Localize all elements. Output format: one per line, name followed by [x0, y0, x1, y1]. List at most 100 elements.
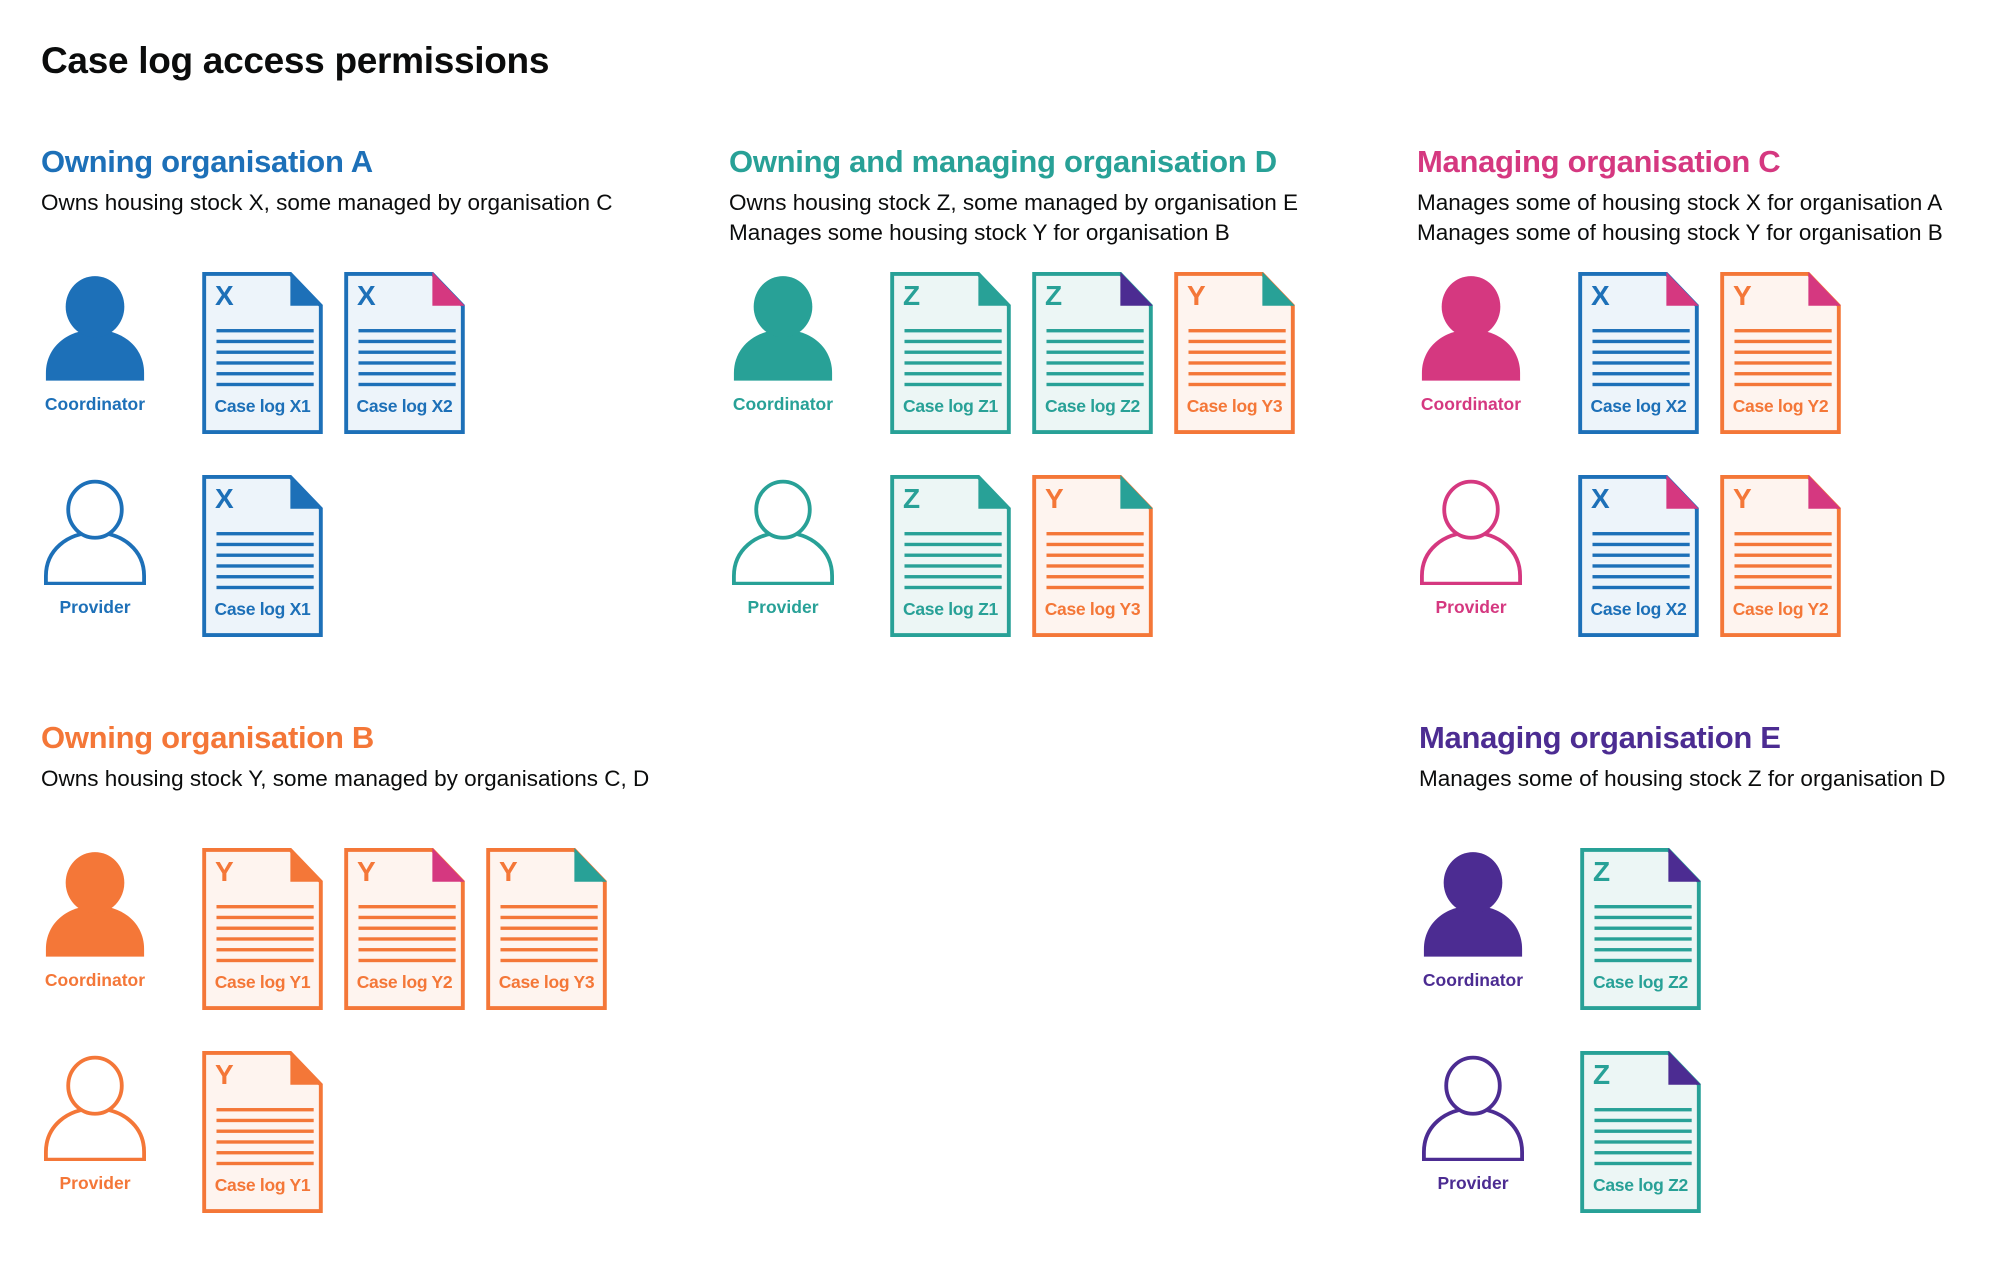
stock-letter: Y [1733, 483, 1752, 514]
case-log-label: Case log Y2 [356, 972, 453, 992]
case-log-label: Case log Y1 [214, 1175, 311, 1195]
case-log-document[interactable]: X Case log X2 [344, 272, 465, 434]
case-log-document[interactable]: Y Case log Y1 [202, 848, 323, 1010]
folded-corner [432, 272, 465, 306]
case-log-document[interactable]: Z Case log Z1 [890, 272, 1011, 434]
document-icon [202, 848, 323, 1010]
case-log-label: Case log X1 [214, 599, 311, 619]
person-filled-icon [1423, 852, 1523, 957]
description-line: Manages some of housing stock Y for orga… [1417, 220, 1943, 245]
case-log-document[interactable]: Z Case log Z1 [890, 475, 1011, 637]
case-log-document[interactable]: Y Case log Y2 [1720, 475, 1841, 637]
provider-role: Provider [43, 1051, 147, 1194]
stock-letter: X [1591, 483, 1610, 514]
document-icon [890, 272, 1011, 434]
folded-corner [574, 848, 607, 882]
provider-role: Provider [43, 475, 147, 618]
document-icon [344, 848, 465, 1010]
document-icon [1578, 475, 1699, 637]
description-line: Manages some housing stock Y for organis… [729, 220, 1230, 245]
folded-corner [1808, 272, 1841, 306]
person-outline-icon [1420, 479, 1522, 585]
role-label: Coordinator [732, 394, 834, 414]
folded-corner [978, 475, 1011, 509]
stock-letter: X [215, 483, 234, 514]
document-icon [1580, 848, 1701, 1010]
folded-corner [978, 272, 1011, 306]
case-log-label: Case log Y3 [1186, 396, 1283, 416]
folded-corner [432, 848, 465, 882]
case-log-document[interactable]: X Case log X2 [1578, 272, 1699, 434]
case-log-label: Case log Y3 [498, 972, 595, 992]
case-log-document[interactable]: X Case log X1 [202, 475, 323, 637]
folded-corner [1262, 272, 1295, 306]
document-icon [202, 475, 323, 637]
document-icon [202, 1051, 323, 1213]
organisation-d: Owning and managing organisation D Owns h… [729, 142, 1349, 637]
provider-role: Provider [1419, 475, 1523, 618]
role-label: Coordinator [1422, 970, 1524, 990]
document-icon [1032, 272, 1153, 434]
organisation-e: Managing organisation E Manages some of h… [1419, 718, 2000, 1213]
document-icon [1578, 272, 1699, 434]
provider-role: Provider [731, 475, 835, 618]
stock-letter: X [357, 280, 376, 311]
description-line: Owns housing stock X, some managed by or… [41, 190, 613, 215]
person-outline-icon [44, 479, 146, 585]
case-log-label: Case log Z1 [903, 396, 998, 416]
role-label: Provider [59, 597, 131, 617]
stock-letter: Z [1593, 856, 1611, 887]
org-heading: Managing organisation E [1419, 720, 1781, 755]
case-log-label: Case log Z2 [1045, 396, 1140, 416]
case-log-label: Case log Y2 [1732, 599, 1829, 619]
person-filled-icon [1421, 276, 1521, 381]
folded-corner [1120, 272, 1153, 306]
stock-letter: X [1591, 280, 1610, 311]
stock-letter: Z [903, 280, 921, 311]
org-heading: Owning and managing organisation D [729, 144, 1277, 179]
case-log-document[interactable]: X Case log X2 [1578, 475, 1699, 637]
case-log-document[interactable]: Y Case log Y2 [344, 848, 465, 1010]
organisation-a: Owning organisation A Owns housing stock … [41, 142, 661, 637]
case-log-label: Case log Z2 [1593, 1175, 1688, 1195]
case-log-label: Case log X1 [214, 396, 311, 416]
case-log-label: Case log Y2 [1732, 396, 1829, 416]
role-label: Coordinator [44, 394, 146, 414]
coordinator-role: Coordinator [1421, 848, 1525, 991]
case-log-document[interactable]: Y Case log Y2 [1720, 272, 1841, 434]
folded-corner [290, 272, 323, 306]
role-label: Coordinator [1420, 394, 1522, 414]
case-log-document[interactable]: Y Case log Y3 [486, 848, 607, 1010]
case-log-label: Case log Y1 [214, 972, 311, 992]
org-description: Manages some of housing stock X for orga… [1417, 188, 2000, 248]
folded-corner [1808, 475, 1841, 509]
org-heading: Managing organisation C [1417, 144, 1781, 179]
folded-corner [290, 848, 323, 882]
person-outline-icon [732, 479, 834, 585]
case-log-label: Case log Y3 [1044, 599, 1141, 619]
document-icon [1174, 272, 1295, 434]
stock-letter: Y [215, 856, 234, 887]
case-log-document[interactable]: Z Case log Z2 [1032, 272, 1153, 434]
case-log-document[interactable]: Y Case log Y1 [202, 1051, 323, 1213]
stock-letter: Y [215, 1059, 234, 1090]
description-line: Owns housing stock Z, some managed by or… [729, 190, 1299, 215]
case-log-document[interactable]: Y Case log Y3 [1174, 272, 1295, 434]
organisation-b: Owning organisation B Owns housing stock … [41, 718, 661, 1213]
org-description: Owns housing stock Z, some managed by or… [729, 188, 1349, 248]
description-line: Manages some of housing stock X for orga… [1417, 190, 1943, 215]
stock-letter: Y [1045, 483, 1064, 514]
case-log-document[interactable]: Z Case log Z2 [1580, 1051, 1701, 1213]
org-heading: Owning organisation A [41, 144, 373, 179]
document-icon [1580, 1051, 1701, 1213]
case-log-document[interactable]: Y Case log Y3 [1032, 475, 1153, 637]
document-icon [1032, 475, 1153, 637]
coordinator-role: Coordinator [1419, 272, 1523, 415]
case-log-document[interactable]: Z Case log Z2 [1580, 848, 1701, 1010]
coordinator-role: Coordinator [731, 272, 835, 415]
case-log-label: Case log X2 [1590, 396, 1687, 416]
org-description: Owns housing stock Y, some managed by or… [41, 764, 661, 794]
person-filled-icon [45, 852, 145, 957]
case-log-document[interactable]: X Case log X1 [202, 272, 323, 434]
case-log-label: Case log Z2 [1593, 972, 1688, 992]
